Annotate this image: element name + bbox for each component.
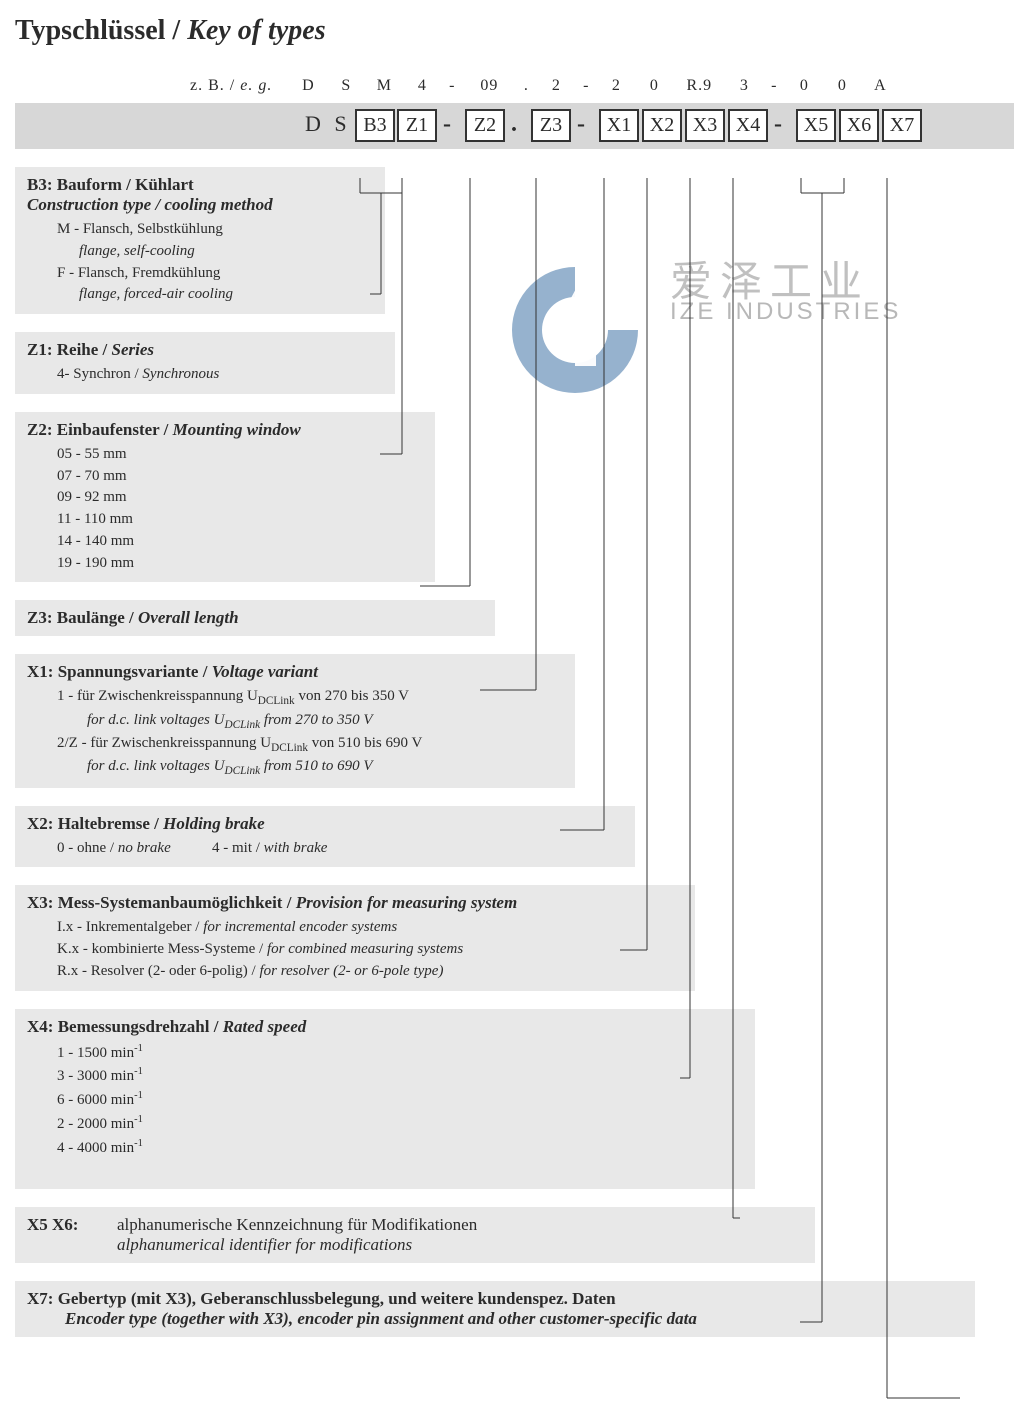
box-z3: Z3	[531, 109, 571, 142]
box-x4: X4	[728, 109, 768, 142]
section-x2: X2: Haltebremse / Holding brake 0 - ohne…	[15, 806, 635, 868]
title-de: Typschlüssel	[15, 15, 165, 46]
box-x6: X6	[839, 109, 879, 142]
section-z1: Z1: Reihe / Series 4- Synchron / Synchro…	[15, 332, 395, 394]
box-z1: Z1	[397, 109, 437, 142]
page-title: Typschlüssel / Key of types	[15, 15, 1014, 47]
section-z2: Z2: Einbaufenster / Mounting window 05 -…	[15, 412, 435, 583]
section-x3: X3: Mess-Systemanbaumöglichkeit / Provis…	[15, 885, 695, 990]
box-x5: X5	[796, 109, 836, 142]
section-x4: X4: Bemessungsdrehzahl / Rated speed 1 -…	[15, 1009, 755, 1190]
key-bar: D S B3Z1-Z2.Z3-X1X2X3X4-X5X6X7	[15, 103, 1014, 149]
section-z3: Z3: Baulänge / Overall length	[15, 600, 495, 636]
box-x7: X7	[882, 109, 922, 142]
box-b3: B3	[355, 109, 395, 142]
box-x1: X1	[599, 109, 639, 142]
section-x7: X7: Gebertyp (mit X3), Geberanschlussbel…	[15, 1281, 975, 1337]
section-x5x6: X5 X6: alphanumerische Kennzeichnung für…	[15, 1207, 815, 1263]
watermark-logo	[500, 255, 650, 405]
section-b3: B3: Bauform / Kühlart Construction type …	[15, 167, 385, 314]
title-en: Key of types	[187, 15, 325, 46]
box-x3: X3	[685, 109, 725, 142]
prefix-ds: D S	[305, 111, 351, 137]
box-x2: X2	[642, 109, 682, 142]
example-row: z. B. / e. g. DSM4-09.2-20R.93-00A	[190, 77, 1014, 95]
section-x1: X1: Spannungsvariante / Voltage variant …	[15, 654, 575, 787]
watermark-en: IZE INDUSTRIES	[670, 298, 901, 326]
box-z2: Z2	[465, 109, 505, 142]
